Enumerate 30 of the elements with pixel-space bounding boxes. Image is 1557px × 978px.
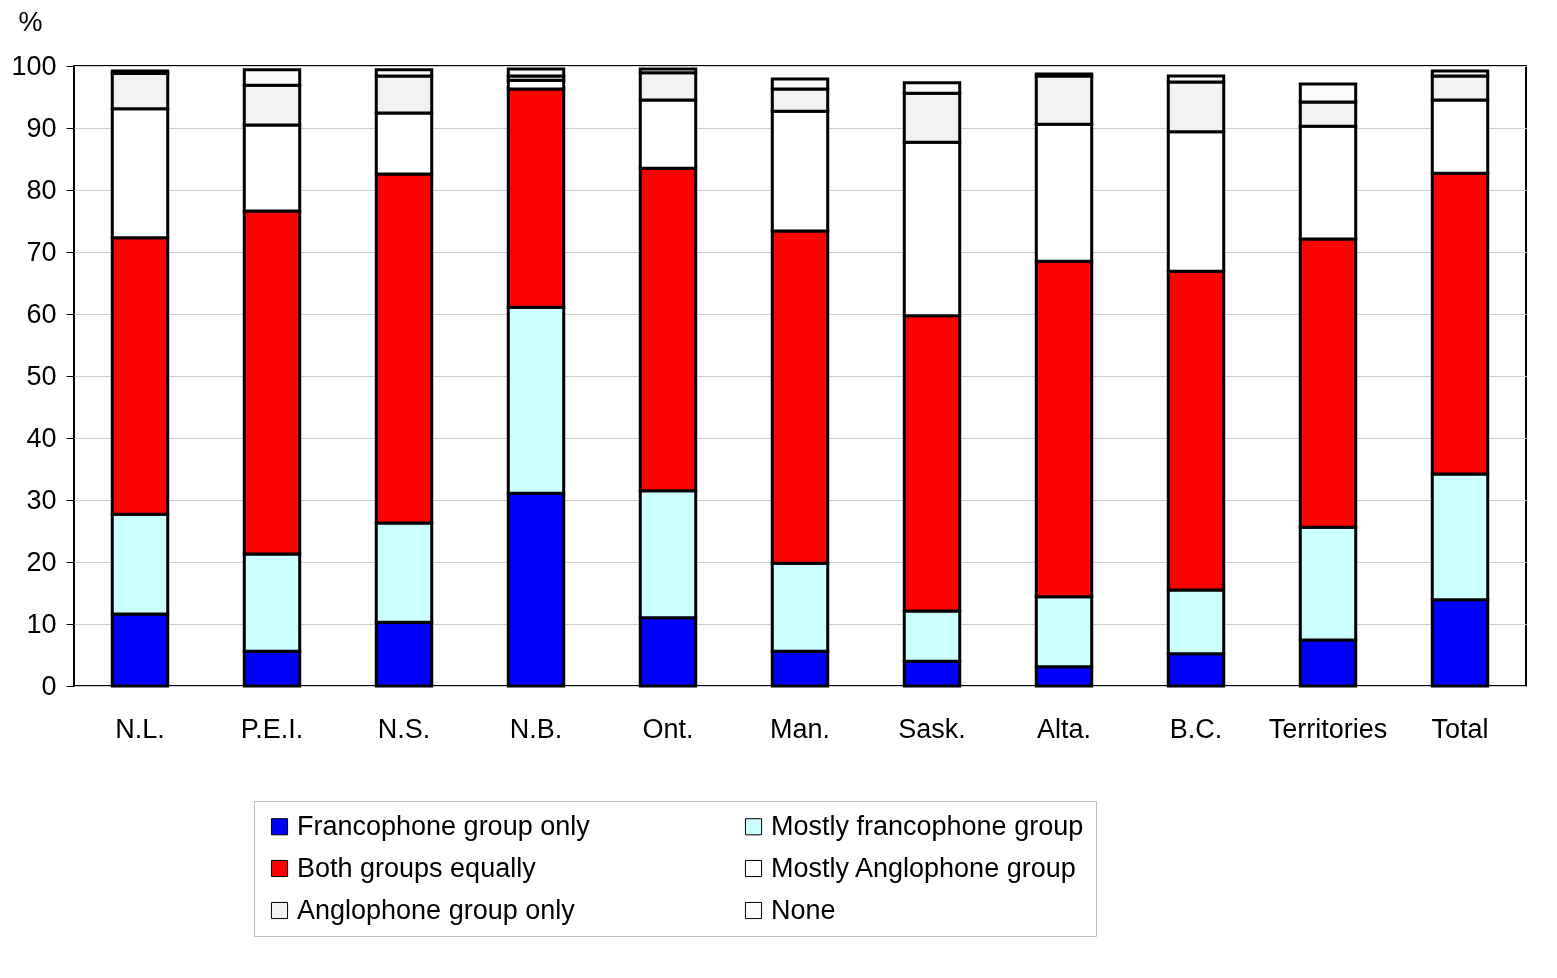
y-tick-label: 50 <box>26 360 57 391</box>
legend-label: Both groups equally <box>297 852 537 883</box>
x-tick-label: Sask. <box>898 713 966 744</box>
legend-label: None <box>771 894 836 925</box>
y-tick-label: 10 <box>26 608 57 639</box>
y-tick-label: 100 <box>11 50 57 81</box>
y-tick-label: 90 <box>26 112 57 143</box>
y-tick-label: 0 <box>41 670 57 701</box>
y-axis-title: % <box>18 6 43 37</box>
y-tick-label: 70 <box>26 236 57 267</box>
x-tick-label: Territories <box>1268 713 1388 744</box>
legend-label: Anglophone group only <box>297 894 576 925</box>
x-tick-label: B.C. <box>1169 713 1223 744</box>
x-tick-label: Total <box>1431 713 1489 744</box>
x-tick-label: N.S. <box>377 713 431 744</box>
bar <box>506 67 566 78</box>
y-tick-label: 60 <box>26 298 57 329</box>
x-tick-label: Ont. <box>642 713 694 744</box>
x-tick-label: Alta. <box>1036 713 1092 744</box>
legend-label: Francophone group only <box>297 810 591 841</box>
x-tick-label: N.B. <box>509 713 563 744</box>
y-tick-label: 30 <box>26 484 57 515</box>
y-tick-label: 80 <box>26 174 57 205</box>
x-tick-label: N.L. <box>115 713 165 744</box>
y-tick-label: 40 <box>26 422 57 453</box>
x-tick-label: P.E.I. <box>240 713 304 744</box>
x-tick-label: Man. <box>769 713 831 744</box>
legend-label: Mostly Anglophone group <box>771 852 1076 883</box>
legend-label: Mostly francophone group <box>771 810 1084 841</box>
y-tick-label: 20 <box>26 546 57 577</box>
